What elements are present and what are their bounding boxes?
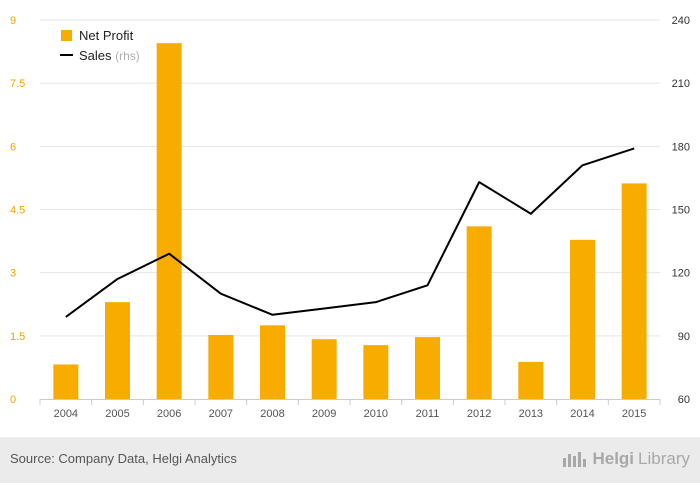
y-right-tick-label: 180 <box>672 141 690 153</box>
bar-net-profit <box>311 339 337 399</box>
y-left-tick-label: 7.5 <box>10 78 25 90</box>
x-tick-label: 2009 <box>312 408 336 420</box>
y-left-tick-label: 0 <box>10 394 16 406</box>
brand-name-rest: Library <box>638 449 690 468</box>
legend-swatch-net-profit <box>61 30 72 41</box>
bar-net-profit <box>363 345 389 399</box>
chart: 0 1.5 3 4.5 6 7.5 9 60 90 120 150 180 210 240 2004 2005… <box>10 15 690 420</box>
x-tick-label: 2014 <box>570 408 594 420</box>
bar-net-profit <box>53 364 79 399</box>
bar-net-profit <box>518 361 544 399</box>
y-right-tick-label: 60 <box>678 394 690 406</box>
legend-label-net-profit: Net Profit <box>79 28 134 43</box>
source-note: Source: Company Data, Helgi Analytics <box>10 451 237 466</box>
y-right-tick-label: 150 <box>672 205 690 217</box>
line-sales <box>65 147 635 318</box>
y-left-tick-label: 3 <box>10 268 16 280</box>
x-tick-label: 2008 <box>260 408 284 420</box>
bar-net-profit <box>208 334 234 399</box>
y-left-tick-label: 1.5 <box>10 331 25 343</box>
bar-net-profit <box>156 43 182 400</box>
bar-net-profit <box>260 325 285 399</box>
x-tick-label: 2013 <box>519 408 543 420</box>
x-tick-label: 2007 <box>209 408 233 420</box>
y-left-tick-label: 4.5 <box>10 205 25 217</box>
x-tick-label: 2010 <box>364 408 388 420</box>
bar-net-profit <box>466 226 492 399</box>
brand-name-bold: Helgi <box>592 449 635 468</box>
bar-net-profit <box>621 183 647 399</box>
bar-net-profit <box>105 302 130 399</box>
x-tick-label: 2015 <box>622 408 646 420</box>
y-right-tick-label: 120 <box>672 268 690 280</box>
bar-net-profit <box>415 337 440 399</box>
x-tick-label: 2004 <box>54 408 78 420</box>
y-right-tick-label: 90 <box>678 331 690 343</box>
x-tick-label: 2012 <box>467 408 491 420</box>
bar-net-profit <box>570 239 595 399</box>
footer: Source: Company Data, Helgi Analytics He… <box>0 437 700 483</box>
x-tick-label: 2011 <box>416 408 440 420</box>
y-right-tick-label: 210 <box>672 78 690 90</box>
x-tick-label: 2005 <box>105 408 129 420</box>
brand-logo: Helgi Library <box>562 449 690 469</box>
x-tick-label: 2006 <box>157 408 181 420</box>
y-right-tick-label: 240 <box>672 15 690 27</box>
y-left-tick-label: 9 <box>10 15 16 27</box>
y-left-tick-label: 6 <box>10 141 16 153</box>
library-logo-icon <box>563 452 587 467</box>
legend-label-rhs: (rhs) <box>115 49 140 63</box>
legend-label-sales: Sales (rhs) <box>79 48 140 63</box>
